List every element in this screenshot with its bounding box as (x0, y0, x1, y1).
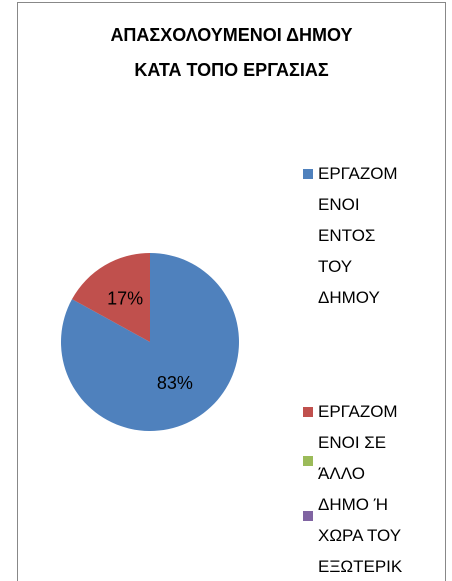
data-label: 17% (107, 289, 143, 309)
legend-marker (303, 456, 313, 466)
pie-slice (72, 253, 150, 342)
chart-frame (17, 2, 446, 581)
chart-title: ΑΠΑΣΧΟΛΟΥΜΕΝΟΙ ΔΗΜΟΥ ΚΑΤΑ ΤΟΠΟ ΕΡΓΑΣΙΑΣ (110, 25, 353, 80)
legend-label: ΕΡΓΑΖΟΜ ΕΝΟΙ ΕΝΤΟΣ ΤΟΥ ΔΗΜΟΥ (318, 164, 398, 307)
legend-marker (303, 407, 313, 417)
legend-marker (303, 511, 313, 521)
data-label: 83% (157, 373, 193, 393)
legend-label: ΕΡΓΑΖΟΜ ΕΝΟΙ ΣΕ ΆΛΛΟ ΔΗΜΟ Ή ΧΩΡΑ ΤΟΥ ΕΞΩ… (318, 402, 403, 576)
legend-marker (303, 169, 313, 179)
